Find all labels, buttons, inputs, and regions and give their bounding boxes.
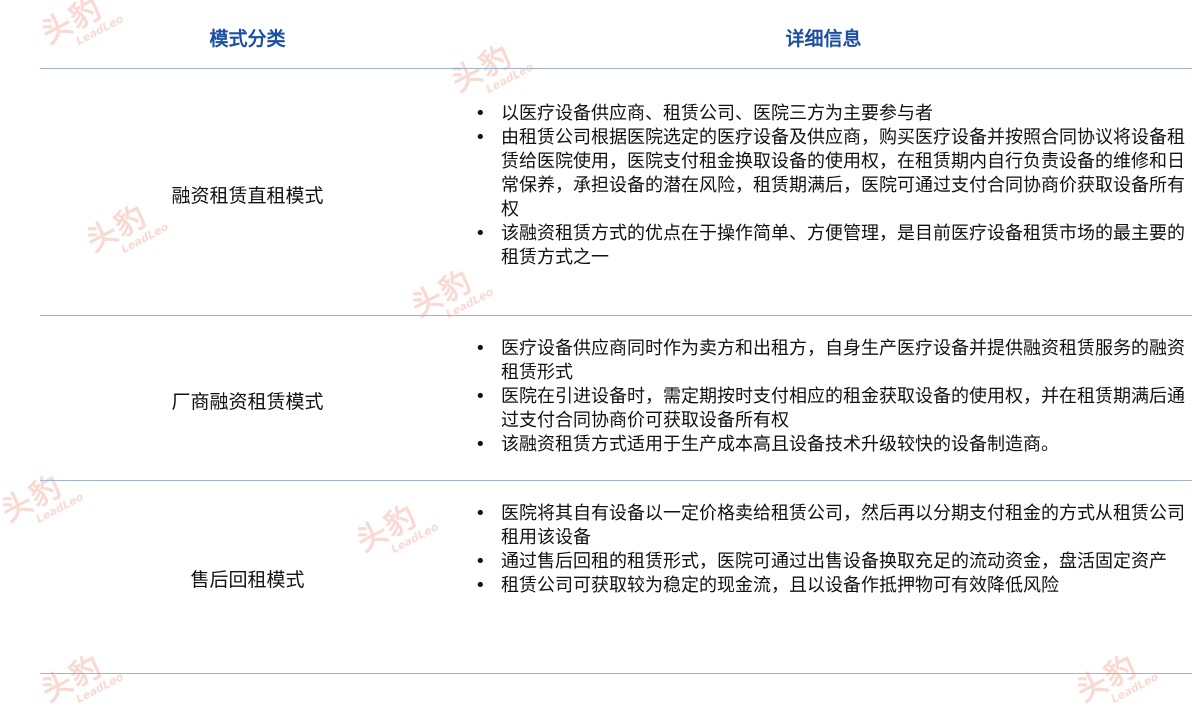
bullet-icon: •	[475, 103, 486, 124]
row-category: 融资租赁直租模式	[171, 185, 324, 207]
bullet-icon: •	[475, 127, 486, 148]
table-row: 厂商融资租赁模式 • 医疗设备供应商同时作为卖方和出租方，自身生产医疗设备并提供融…	[40, 316, 1192, 481]
bullet-icon: •	[475, 503, 486, 524]
detail-item: • 医疗设备供应商同时作为卖方和出租方，自身生产医疗设备并提供融资租赁服务的融资租…	[475, 338, 1185, 383]
detail-item: • 租赁公司可获取较为稳定的现金流，且以设备作抵押物可有效降低风险	[475, 575, 1059, 596]
detail-item: • 通过售后回租的租赁形式，医院可通过出售设备换取充足的流动资金，盘活固定资产	[475, 551, 1167, 572]
bullet-icon: •	[475, 434, 486, 455]
detail-item: • 以医疗设备供应商、租赁公司、医院三方为主要参与者	[475, 103, 933, 124]
detail-item: • 该融资租赁方式适用于生产成本高且设备技术升级较快的设备制造商。	[475, 434, 1059, 455]
bullet-icon: •	[475, 551, 486, 572]
row-details: • 医院将其自有设备以一定价格卖给租赁公司，然后再以分期支付租金的方式从租赁公司租…	[475, 502, 1195, 598]
table-row: 售后回租模式 • 医院将其自有设备以一定价格卖给租赁公司，然后再以分期支付租金的方…	[40, 481, 1192, 674]
bullet-icon: •	[475, 386, 486, 407]
detail-item: • 该融资租赁方式的优点在于操作简单、方便管理，是目前医疗设备租赁市场的最主要的租…	[475, 223, 1185, 268]
row-category: 售后回租模式	[190, 569, 305, 591]
row-details: • 以医疗设备供应商、租赁公司、医院三方为主要参与者 • 由租赁公司根据医院选定的医…	[475, 102, 1195, 270]
detail-item: • 医院将其自有设备以一定价格卖给租赁公司，然后再以分期支付租金的方式从租赁公司租…	[475, 503, 1185, 548]
bullet-icon: •	[475, 338, 486, 359]
bullet-icon: •	[475, 575, 486, 596]
leasing-mode-table: 模式分类 详细信息 融资租赁直租模式 • 以医疗设备供应商、租赁公司、医院三方为主…	[40, 0, 1192, 674]
header-details: 详细信息	[785, 28, 862, 50]
detail-item: • 由租赁公司根据医院选定的医疗设备及供应商，购买医疗设备并按照合同协议将设备租赁…	[475, 127, 1185, 220]
row-category: 厂商融资租赁模式	[171, 391, 324, 413]
row-details: • 医疗设备供应商同时作为卖方和出租方，自身生产医疗设备并提供融资租赁服务的融资租…	[475, 337, 1195, 457]
header-category: 模式分类	[209, 28, 286, 50]
bullet-icon: •	[475, 223, 486, 244]
table-row: 融资租赁直租模式 • 以医疗设备供应商、租赁公司、医院三方为主要参与者 • 由租赁公…	[40, 69, 1192, 316]
detail-item: • 医院在引进设备时，需定期按时支付相应的租金获取设备的使用权，并在租赁期满后通过…	[475, 386, 1185, 431]
table-header: 模式分类 详细信息	[40, 0, 1192, 69]
